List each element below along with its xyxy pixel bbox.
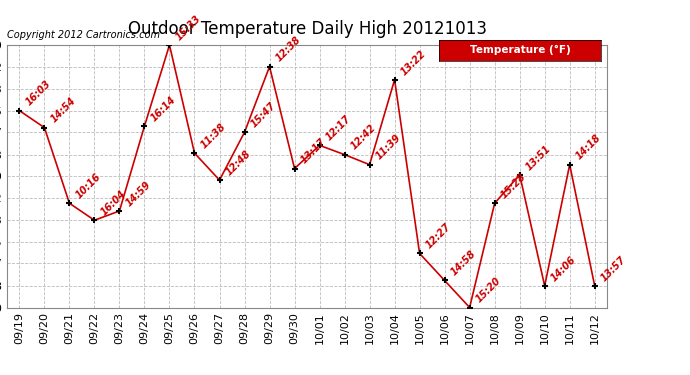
Text: 10:16: 10:16 — [74, 172, 103, 201]
Text: 13:17: 13:17 — [299, 137, 328, 166]
Text: 12:48: 12:48 — [224, 148, 253, 177]
Text: 13:57: 13:57 — [599, 254, 628, 283]
Text: 12:38: 12:38 — [274, 35, 303, 64]
Text: 15:28: 15:28 — [499, 172, 528, 201]
Text: 14:58: 14:58 — [448, 249, 477, 278]
Text: 14:54: 14:54 — [48, 96, 77, 125]
Text: 11:38: 11:38 — [199, 122, 228, 150]
Text: 15:20: 15:20 — [474, 276, 503, 305]
Text: 16:03: 16:03 — [23, 79, 52, 108]
Text: 11:39: 11:39 — [374, 133, 403, 162]
Text: 12:42: 12:42 — [348, 123, 377, 152]
Text: 15:47: 15:47 — [248, 100, 277, 129]
Text: 16:04: 16:04 — [99, 189, 128, 218]
Text: 12:27: 12:27 — [424, 222, 453, 251]
Text: 14:59: 14:59 — [124, 179, 152, 208]
Text: 14:18: 14:18 — [574, 133, 603, 162]
Text: 16:14: 16:14 — [148, 94, 177, 123]
Text: 12:17: 12:17 — [324, 114, 353, 142]
Text: 13:51: 13:51 — [524, 143, 553, 172]
Text: 14:06: 14:06 — [549, 254, 578, 283]
Text: Copyright 2012 Cartronics.com: Copyright 2012 Cartronics.com — [7, 30, 160, 40]
Title: Outdoor Temperature Daily High 20121013: Outdoor Temperature Daily High 20121013 — [128, 20, 486, 38]
Text: 13:22: 13:22 — [399, 48, 428, 77]
Text: 15:33: 15:33 — [174, 13, 203, 42]
